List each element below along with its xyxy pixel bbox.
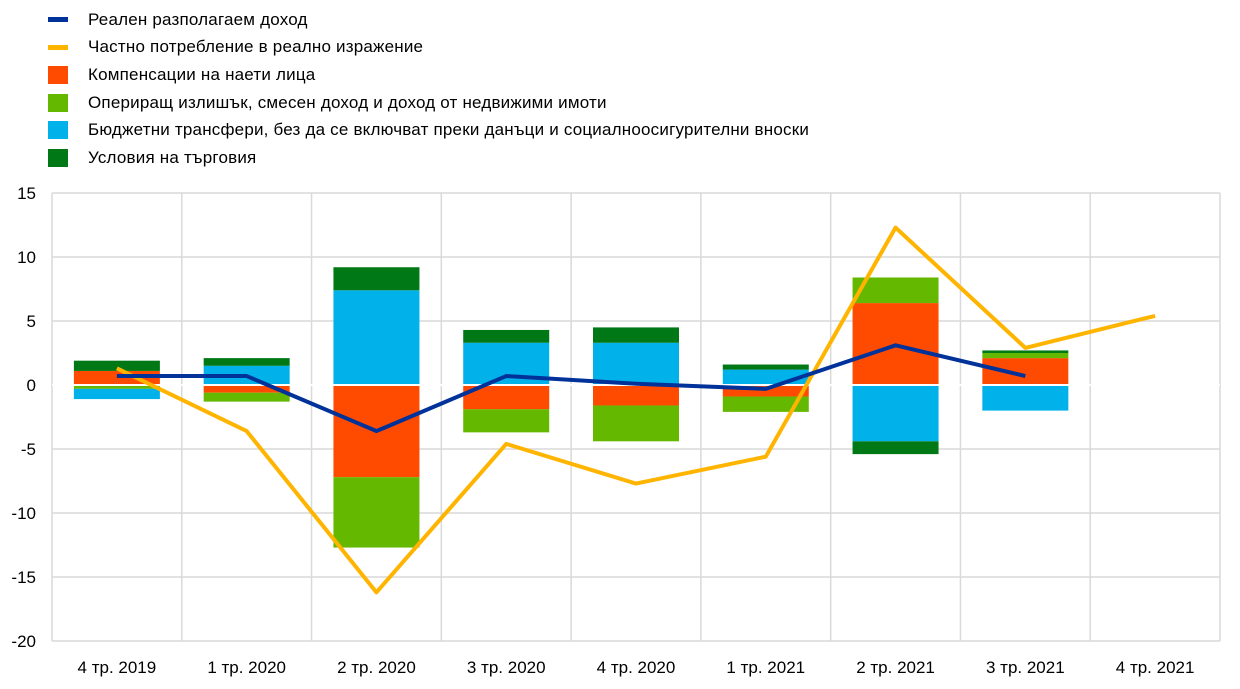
chart-legend: Реален разполагаем доход Частно потребле… <box>48 6 809 172</box>
bar-segment <box>722 396 809 412</box>
legend-swatch <box>48 17 68 23</box>
legend-item-fiscal-transfers: Бюджетни трансфери, без да се включват п… <box>48 116 809 144</box>
bar-segment <box>982 358 1069 385</box>
bar-segment <box>852 385 939 442</box>
bar-segment <box>333 267 420 291</box>
y-tick-label: 0 <box>27 376 36 395</box>
legend-swatch <box>48 93 68 112</box>
x-tick-label: 1 тр. 2021 <box>726 658 805 677</box>
bar-segment <box>463 409 550 433</box>
legend-item-operating-surplus: Опериращ излишък, смесен доход и доход о… <box>48 89 809 117</box>
legend-item-real-disposable-income: Реален разполагаем доход <box>48 6 809 34</box>
x-tick-label: 4 тр. 2020 <box>597 658 676 677</box>
legend-item-compensation: Компенсации на наети лица <box>48 61 809 89</box>
legend-item-private-consumption: Частно потребление в реално изражение <box>48 34 809 62</box>
x-tick-label: 4 тр. 2021 <box>1116 658 1195 677</box>
legend-label: Опериращ излишък, смесен доход и доход о… <box>88 92 607 112</box>
y-tick-label: 10 <box>17 248 36 267</box>
legend-swatch <box>48 44 68 50</box>
legend-label: Компенсации на наети лица <box>88 64 316 84</box>
bar-segment <box>73 360 160 371</box>
bar-segment <box>203 358 290 366</box>
bar-segment <box>333 477 420 548</box>
bar-segment <box>593 405 679 442</box>
legend-label: Реален разполагаем доход <box>88 9 308 29</box>
bar-segment <box>593 327 679 343</box>
y-tick-label: -5 <box>21 440 36 459</box>
x-tick-label: 2 тр. 2020 <box>337 658 416 677</box>
y-tick-label: 5 <box>27 312 36 331</box>
bar-segment <box>203 392 290 402</box>
legend-label: Бюджетни трансфери, без да се включват п… <box>88 120 810 140</box>
bar-segment <box>203 385 290 393</box>
legend-label: Частно потребление в реално изражение <box>88 37 424 57</box>
y-tick-label: -20 <box>11 632 36 651</box>
series-line <box>116 225 1156 595</box>
bar-segment <box>982 385 1069 411</box>
bar-segment <box>722 364 809 370</box>
bar-segment <box>852 441 939 455</box>
x-tick-label: 4 тр. 2019 <box>78 658 157 677</box>
y-tick-label: -15 <box>11 568 36 587</box>
x-tick-label: 3 тр. 2021 <box>986 658 1065 677</box>
legend-swatch <box>48 121 68 140</box>
bar-segment <box>333 290 420 385</box>
bar-segment <box>593 342 679 385</box>
legend-label: Условия на търговия <box>88 147 257 167</box>
bar-segment <box>73 385 160 389</box>
x-tick-label: 2 тр. 2021 <box>856 658 935 677</box>
bar-segment <box>463 329 550 343</box>
bar-segment <box>73 388 160 400</box>
x-tick-label: 1 тр. 2020 <box>207 658 286 677</box>
series-line <box>116 343 1026 434</box>
y-tick-label: 15 <box>17 184 36 203</box>
legend-swatch <box>48 148 68 167</box>
bar-segment <box>593 385 679 406</box>
y-tick-label: -10 <box>11 504 36 523</box>
bar-segment <box>982 350 1069 353</box>
legend-swatch <box>48 65 68 84</box>
bar-segment <box>982 353 1069 359</box>
x-tick-label: 3 тр. 2020 <box>467 658 546 677</box>
legend-item-terms-of-trade: Условия на търговия <box>48 144 809 172</box>
